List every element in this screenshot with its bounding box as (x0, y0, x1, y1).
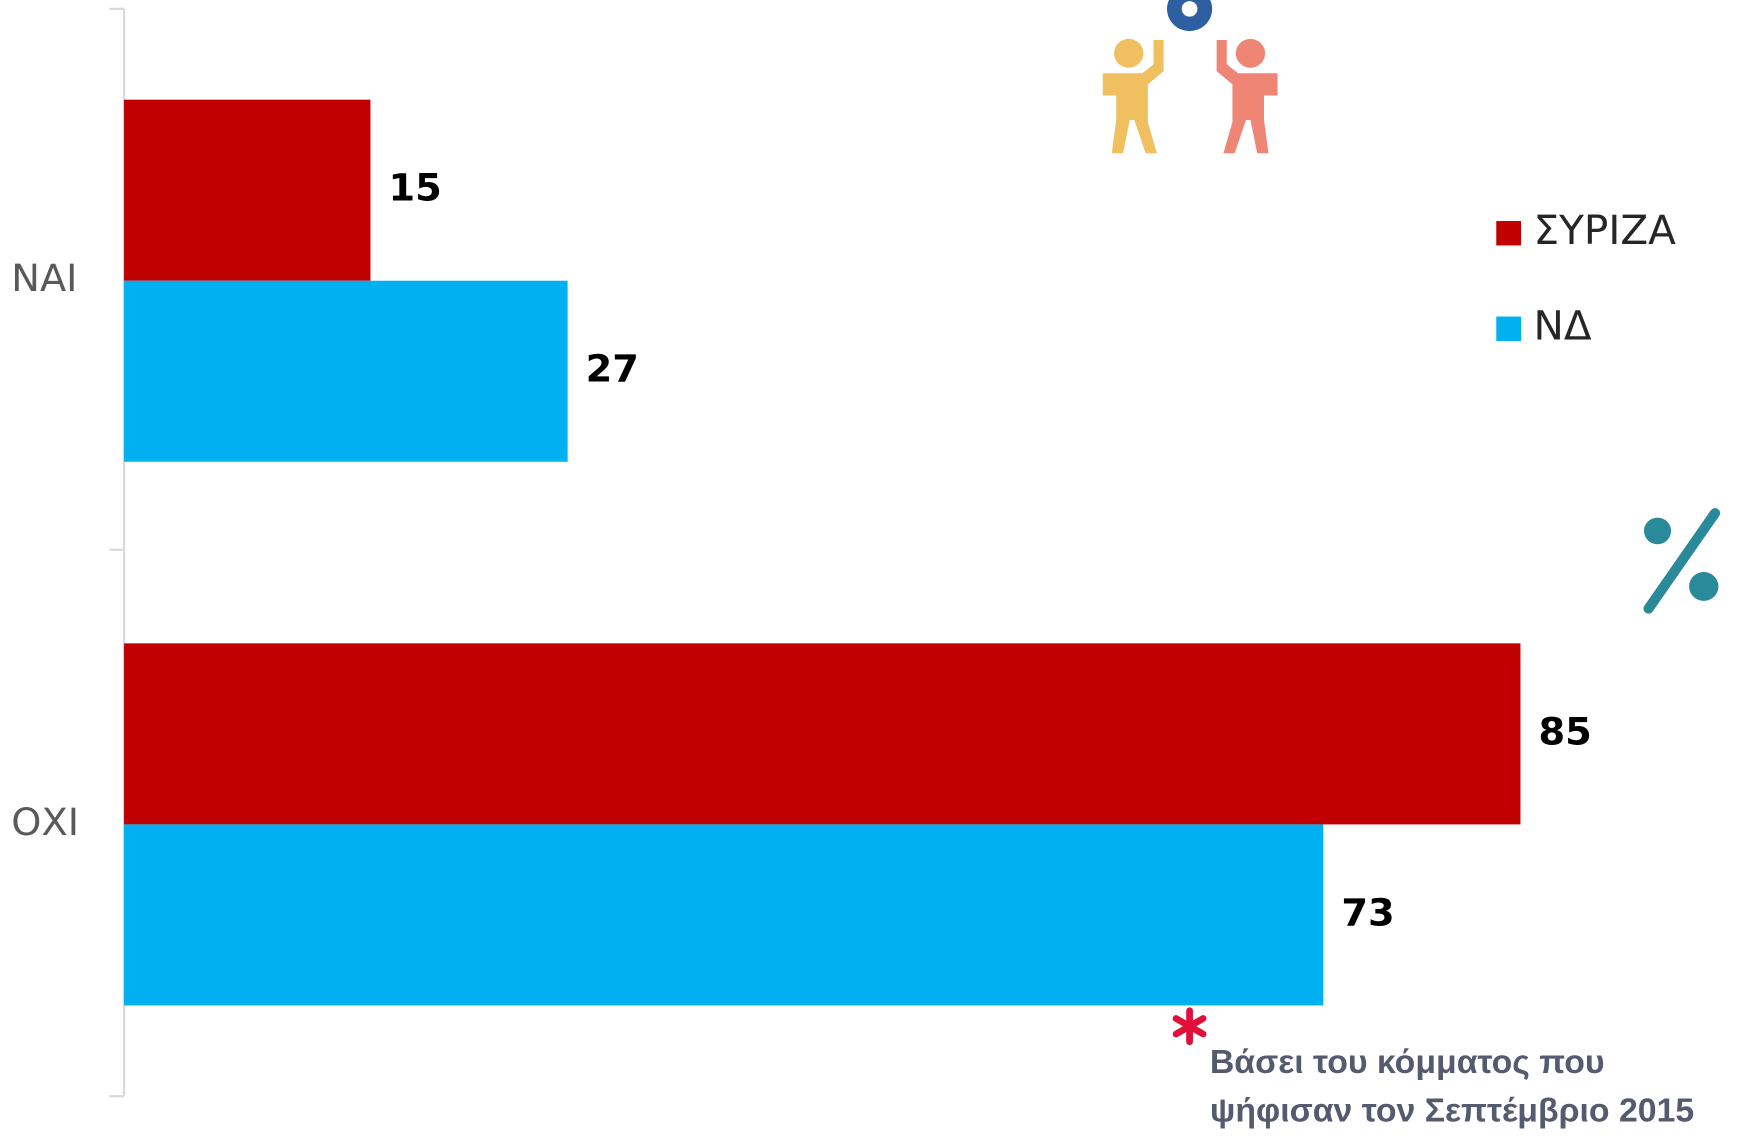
legend-swatch (1496, 316, 1522, 341)
legend-swatch (1496, 221, 1522, 246)
y-tick-label: ΝΑΙ (11, 256, 77, 300)
data-label: 27 (586, 347, 639, 391)
legend-label: ΣΥΡΙΖΑ (1533, 208, 1676, 254)
people-icon (1102, 0, 1278, 154)
bar (124, 99, 371, 281)
percent-icon (1643, 508, 1721, 614)
data-label: 15 (389, 166, 442, 210)
annotation: ψήφισαν τον Σεπτέμβριο 2015 (1210, 1093, 1694, 1130)
bar (124, 280, 568, 462)
legend-label: ΝΔ (1533, 304, 1592, 350)
asterisk-icon (1172, 1007, 1207, 1046)
data-label: 85 (1539, 710, 1592, 754)
bar (124, 643, 1521, 825)
annotation: Βάσει του κόμματος που (1210, 1044, 1605, 1081)
y-tick-label: ΟΧΙ (11, 800, 79, 844)
bar (124, 824, 1324, 1006)
data-label: 73 (1341, 891, 1394, 935)
